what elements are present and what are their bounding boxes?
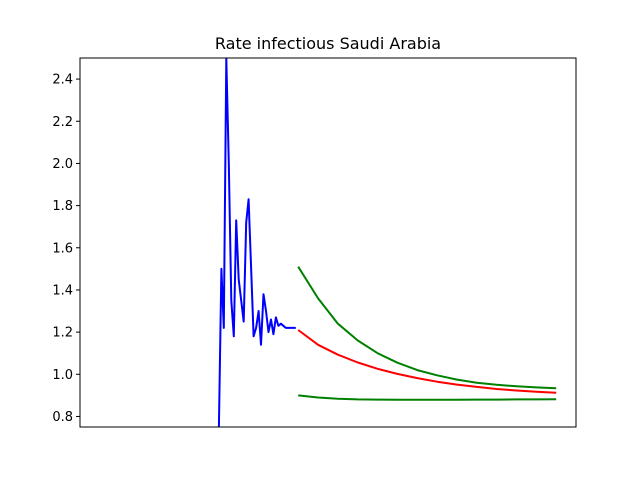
y-tick-label: 1.4: [52, 283, 73, 298]
y-tick-label: 0.8: [52, 410, 73, 425]
y-tick-label: 2.4: [52, 73, 73, 88]
y-axis: 0.8 1.0 1.2 1.4 1.6 1.8 2.0 2.2 2.4: [52, 73, 80, 425]
y-tick-label: 2.2: [52, 115, 73, 130]
y-tick-label: 1.6: [52, 241, 73, 256]
series-line-3: [297, 266, 557, 390]
y-tick-label: 1.2: [52, 326, 73, 341]
chart-title: Rate infectious Saudi Arabia: [215, 34, 441, 53]
plot-area: [217, 58, 557, 427]
series-line-1: [217, 58, 296, 427]
y-tick-label: 1.0: [52, 368, 73, 383]
y-tick-label: 1.8: [52, 199, 73, 214]
series-line-2: [297, 329, 557, 394]
plot-frame: [79, 57, 577, 428]
y-tick-label: 2.0: [52, 157, 73, 172]
series-line-4: [298, 394, 557, 401]
